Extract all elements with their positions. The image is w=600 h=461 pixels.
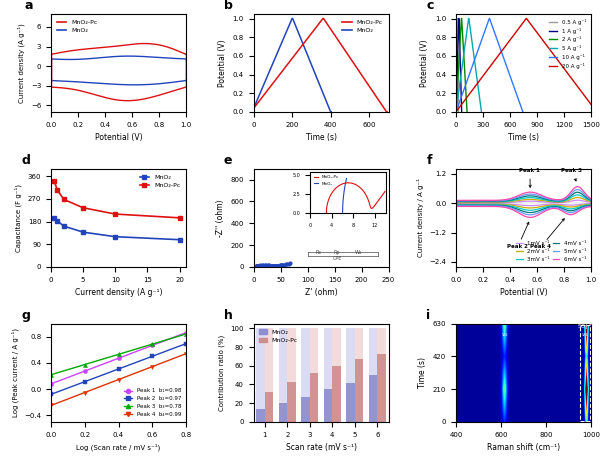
X-axis label: Time (s): Time (s) (305, 133, 337, 142)
Bar (324, 389, 332, 422)
Bar (355, 328, 364, 359)
Y-axis label: Contribution ratio (%): Contribution ratio (%) (218, 335, 225, 411)
Bar (377, 354, 386, 422)
Text: a: a (24, 0, 32, 12)
Text: e: e (224, 154, 232, 167)
Bar (580, 325, 590, 421)
Y-axis label: Current density (A g⁻¹): Current density (A g⁻¹) (18, 23, 25, 103)
Text: Peak 3: Peak 3 (562, 168, 582, 181)
X-axis label: Raman shift (cm⁻¹): Raman shift (cm⁻¹) (487, 443, 560, 452)
Bar (368, 375, 377, 422)
Legend: MnO₂-Pc, MnO₂: MnO₂-Pc, MnO₂ (54, 17, 100, 36)
Legend: Peak 1  b₁=0.98, Peak 2  b₂=0.97, Peak 3  b₃=0.78, Peak 4  b₄=0.99: Peak 1 b₁=0.98, Peak 2 b₂=0.97, Peak 3 b… (122, 386, 183, 419)
Text: $\nu_1$: $\nu_1$ (581, 331, 589, 339)
Y-axis label: Current density / A g⁻¹: Current density / A g⁻¹ (417, 178, 424, 257)
Y-axis label: Log (Peak current / A g⁻¹): Log (Peak current / A g⁻¹) (11, 328, 19, 417)
Text: Rp: Rp (334, 250, 340, 255)
Bar (287, 382, 296, 422)
Bar (377, 328, 386, 354)
Bar (368, 328, 377, 375)
Bar (265, 328, 274, 392)
Text: f: f (426, 154, 432, 167)
X-axis label: Log (Scan rate / mV s⁻¹): Log (Scan rate / mV s⁻¹) (76, 443, 161, 450)
Bar (346, 383, 355, 422)
Text: Rs: Rs (316, 250, 321, 255)
Legend: MnO₂, MnO₂-Pc: MnO₂, MnO₂-Pc (257, 327, 301, 346)
Text: d: d (22, 154, 30, 167)
Legend: 1mV s⁻¹, 2mV s⁻¹, 3mV s⁻¹, 4mV s⁻¹, 5mV s⁻¹, 6mV s⁻¹: 1mV s⁻¹, 2mV s⁻¹, 3mV s⁻¹, 4mV s⁻¹, 5mV … (514, 239, 588, 264)
Y-axis label: Time (s): Time (s) (418, 357, 427, 388)
Text: b: b (224, 0, 233, 12)
Legend: MnO₂-Pc, MnO₂: MnO₂-Pc, MnO₂ (340, 17, 385, 36)
Y-axis label: Potential (V): Potential (V) (218, 39, 227, 87)
Y-axis label: Potential (V): Potential (V) (421, 39, 430, 87)
Text: Peak 1: Peak 1 (520, 168, 541, 187)
Bar (279, 328, 287, 403)
Bar (265, 392, 274, 422)
X-axis label: Potential (V): Potential (V) (500, 288, 547, 297)
Bar (332, 328, 341, 366)
Legend: 0.5 A g⁻¹, 1 A g⁻¹, 2 A g⁻¹, 5 A g⁻¹, 10 A g⁻¹, 20 A g⁻¹: 0.5 A g⁻¹, 1 A g⁻¹, 2 A g⁻¹, 5 A g⁻¹, 10… (547, 17, 588, 71)
Text: Ws: Ws (355, 250, 362, 255)
Text: h: h (224, 309, 233, 322)
Y-axis label: -Z'' (ohm): -Z'' (ohm) (216, 199, 225, 236)
Text: g: g (22, 309, 30, 322)
Y-axis label: Capacitance (F g⁻¹): Capacitance (F g⁻¹) (15, 184, 22, 252)
Text: Peak 4: Peak 4 (530, 219, 565, 249)
Text: SO$_4^{2-}$: SO$_4^{2-}$ (577, 321, 593, 332)
Bar (287, 328, 296, 382)
X-axis label: Z' (ohm): Z' (ohm) (305, 288, 337, 297)
Bar (332, 366, 341, 422)
Text: i: i (426, 309, 430, 322)
Text: Peak 2: Peak 2 (508, 222, 529, 249)
Bar (256, 328, 265, 409)
Legend: MnO₂, MnO₂-Pc: MnO₂, MnO₂-Pc (137, 172, 183, 191)
Bar (256, 409, 265, 422)
Bar (301, 396, 310, 422)
X-axis label: Scan rate (mV s⁻¹): Scan rate (mV s⁻¹) (286, 443, 356, 452)
Bar (301, 328, 310, 396)
Bar (355, 359, 364, 422)
Bar (279, 403, 287, 422)
Text: CPE: CPE (332, 256, 342, 261)
Bar (310, 373, 319, 422)
X-axis label: Potential (V): Potential (V) (95, 133, 142, 142)
X-axis label: Current density (A g⁻¹): Current density (A g⁻¹) (75, 288, 162, 297)
Bar (346, 328, 355, 383)
X-axis label: Time (s): Time (s) (508, 133, 539, 142)
Bar (310, 328, 319, 373)
Text: $\nu_2$: $\nu_2$ (501, 331, 509, 339)
Bar (324, 328, 332, 389)
Text: c: c (426, 0, 434, 12)
